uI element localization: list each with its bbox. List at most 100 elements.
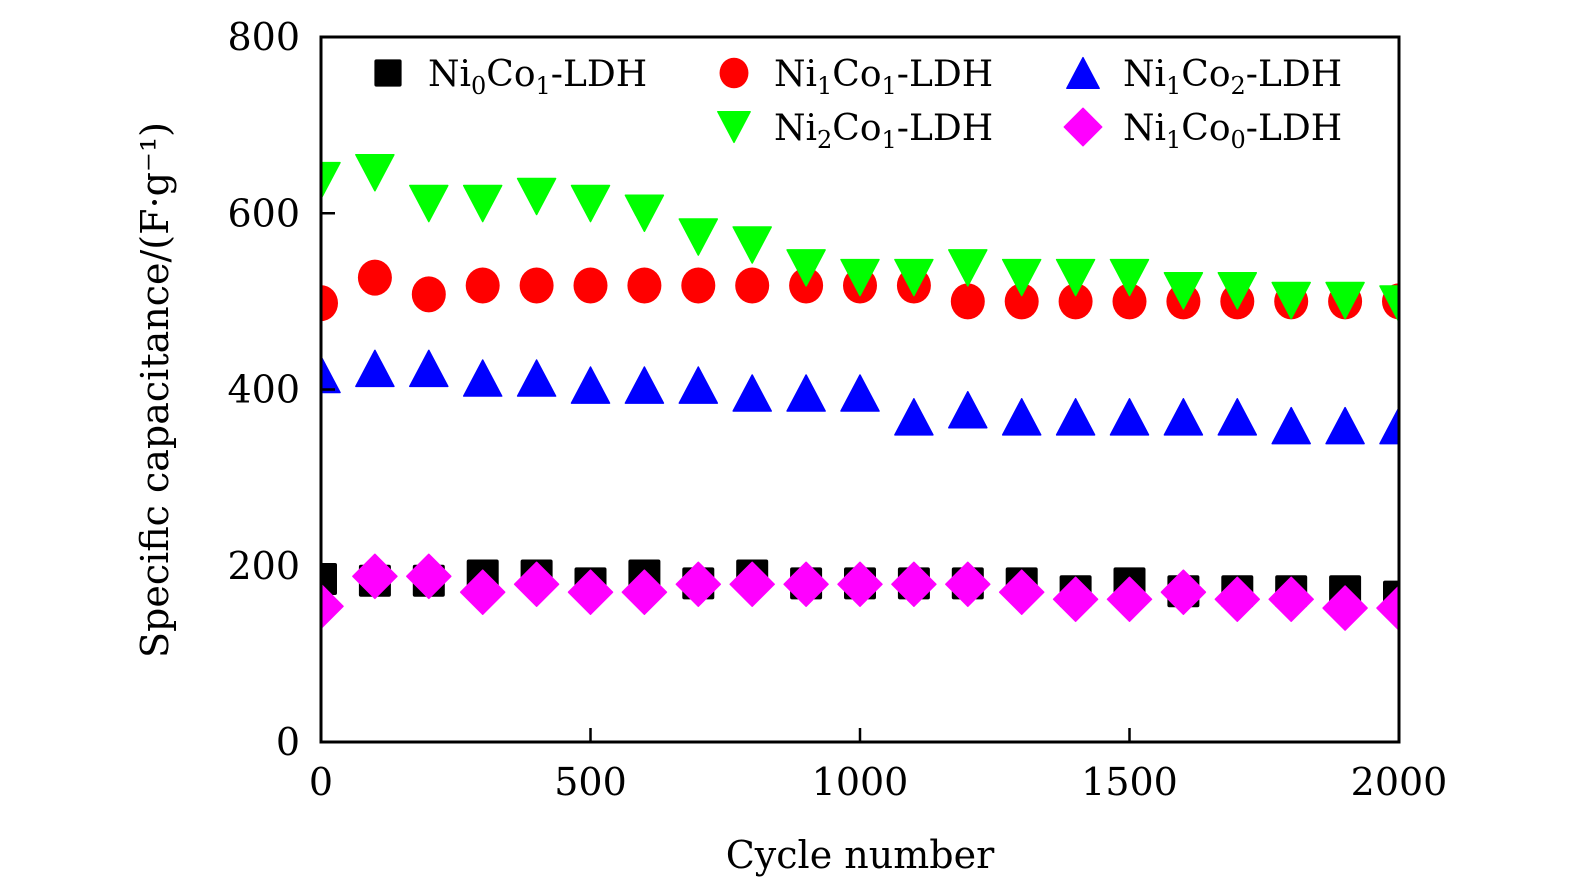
data-point-triangle-down [840,258,880,297]
axis-ticks: 0 500 1000 1500 2000 0 200 400 600 800 [227,15,1447,804]
y-tick-label: 0 [276,720,300,764]
data-point-triangle-up [1325,406,1365,445]
data-point-diamond [1160,569,1207,615]
y-tick-label: 400 [227,368,300,412]
data-point-triangle-down [462,184,503,223]
data-point-triangle-up [570,366,611,404]
series-ni1co0-ldh [321,553,1399,631]
data-point-triangle-up [1001,398,1042,436]
data-point-diamond [945,561,991,608]
data-point-triangle-down [624,194,665,232]
data-point-circle [519,267,554,304]
legend-item: Ni1Co0-LDH [1063,107,1342,154]
legend-label: Ni0Co1-LDH [428,54,647,100]
data-point-diamond [998,569,1045,615]
data-point-circle [321,285,338,322]
x-tick-label: 500 [554,760,627,804]
x-axis-title: Cycle number [726,833,995,877]
legend-marker-square [374,59,402,87]
data-point-triangle-up [1217,398,1258,436]
data-point-diamond [1322,585,1368,631]
data-point-diamond [321,583,344,630]
legend: Ni0Co1-LDH Ni1Co1-LDH Ni1Co2-LDH Ni2Co1-LDH… [374,54,1342,154]
data-point-triangle-up [1271,406,1311,445]
data-point-diamond [513,561,560,608]
data-point-triangle-down [1109,258,1150,297]
data-point-diamond [406,553,452,600]
y-axis-title: Specific capacitance/(F·g⁻¹) [133,122,177,658]
legend-marker-diamond [1063,107,1103,147]
data-point-circle [1112,283,1147,320]
data-point-square [321,562,337,595]
data-point-diamond [891,561,937,608]
data-point-triangle-up [1163,398,1204,436]
data-point-triangle-down [678,218,719,256]
data-point-triangle-up [894,398,934,436]
data-point-triangle-down [321,161,341,200]
data-point-triangle-down [1379,285,1399,323]
data-point-circle [627,267,662,304]
data-point-triangle-down [570,184,611,223]
legend-item: Ni1Co2-LDH [1066,54,1342,100]
legend-label: Ni2Co1-LDH [774,108,993,154]
data-point-circle [1058,283,1093,320]
legend-label: Ni1Co2-LDH [1123,54,1342,100]
legend-item: Ni2Co1-LDH [717,108,993,154]
data-point-triangle-down [355,153,395,192]
x-tick-label: 2000 [1351,760,1448,804]
data-point-diamond [1052,576,1099,622]
data-point-diamond [1376,585,1399,631]
data-point-circle [735,267,770,304]
y-tick-label: 600 [227,191,300,235]
data-point-triangle-up [516,359,557,397]
data-point-triangle-down [1001,258,1042,297]
legend-label: Ni1Co1-LDH [774,54,993,100]
data-point-triangle-down [732,226,772,264]
data-point-diamond [567,569,614,615]
data-point-circle [357,259,392,296]
legend-item: Ni1Co1-LDH [719,54,993,100]
legend-marker-circle [719,57,749,89]
data-point-triangle-up [732,374,772,412]
data-point-triangle-up [1055,398,1096,436]
data-point-triangle-down [1271,281,1311,320]
data-point-triangle-down [1163,272,1204,310]
data-point-diamond [729,561,775,608]
data-point-triangle-up [355,349,395,388]
series-ni2co1-ldh [321,153,1399,323]
y-tick-label: 800 [227,15,300,59]
data-point-triangle-up [409,349,449,388]
data-point-circle [573,267,608,304]
data-point-triangle-up [948,391,988,429]
data-point-triangle-down [786,249,826,287]
data-point-triangle-down [516,177,557,216]
data-point-triangle-up [462,359,503,397]
data-point-circle [1004,283,1039,320]
legend-marker-triangle-down [717,110,751,144]
data-point-diamond [1214,576,1261,622]
data-point-triangle-down [1217,272,1258,310]
x-tick-label: 1500 [1081,760,1178,804]
data-point-triangle-up [786,374,826,412]
legend-item: Ni0Co1-LDH [374,54,647,100]
legend-label: Ni1Co0-LDH [1123,108,1342,154]
data-point-circle [681,267,716,304]
data-point-diamond [675,561,722,608]
x-tick-label: 1000 [812,760,909,804]
data-point-triangle-down [948,249,988,287]
data-point-triangle-up [678,366,719,404]
data-point-diamond [837,561,883,608]
data-point-circle [411,276,446,313]
legend-marker-triangle-up [1066,56,1100,90]
y-axis-title-main: Specific capacitance/(F·g⁻¹) [133,122,177,658]
data-point-triangle-up [840,374,880,412]
data-point-triangle-up [321,355,341,394]
data-point-triangle-up [1379,406,1399,445]
data-point-triangle-down [409,184,449,223]
data-point-diamond [352,553,398,600]
y-tick-label: 200 [227,544,300,588]
data-point-triangle-down [894,258,934,297]
data-point-circle [950,283,985,320]
data-point-diamond [459,569,506,615]
